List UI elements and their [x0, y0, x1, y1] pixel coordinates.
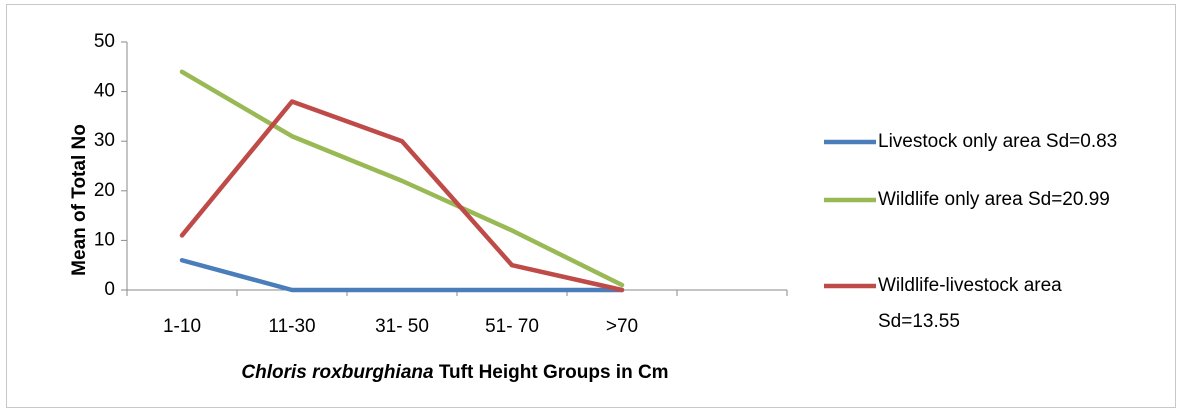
x-tick-label: 51- 70	[485, 316, 539, 337]
y-tick-label: 20	[94, 180, 115, 201]
y-tick-label: 0	[104, 279, 115, 300]
x-tick-label: 1-10	[163, 316, 201, 337]
x-tick-label: 11-30	[268, 316, 315, 337]
series-line-1	[179, 257, 625, 293]
series-line-2	[179, 69, 625, 288]
x-axis: 1-10 11-30 31- 50 51- 70 >70	[126, 289, 788, 337]
chart-frame	[6, 4, 1176, 408]
y-tick-label: 50	[94, 31, 115, 52]
y-axis: 0 10 20 30 40 50	[94, 31, 128, 300]
legend-label-1: Livestock only area Sd=0.83	[878, 131, 1117, 152]
x-axis-title-italic: Chloris roxburghiana	[241, 362, 434, 383]
y-axis-title: Mean of Total No	[69, 124, 90, 276]
legend-label-3: Sd=13.55	[878, 311, 960, 332]
y-tick-label: 10	[94, 229, 115, 250]
legend-label-3: Wildlife-livestock area	[878, 275, 1062, 296]
y-tick-label: 30	[94, 130, 115, 151]
x-tick-label: >70	[606, 316, 638, 337]
series-line-3	[179, 99, 625, 293]
y-tick-label: 40	[94, 81, 115, 102]
legend: Livestock only area Sd=0.83 Wildlife only…	[824, 131, 1117, 332]
x-tick-label: 31- 50	[375, 316, 429, 337]
plot-area	[179, 69, 625, 293]
x-axis-title-rest: Tuft Height Groups in Cm	[434, 362, 669, 383]
x-axis-title: Chloris roxburghiana Tuft Height Groups …	[241, 362, 668, 383]
legend-label-2: Wildlife only area Sd=20.99	[878, 189, 1110, 210]
